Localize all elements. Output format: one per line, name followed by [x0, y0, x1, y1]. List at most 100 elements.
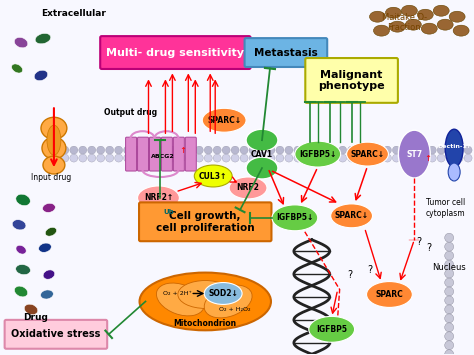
Ellipse shape: [385, 7, 401, 18]
Circle shape: [338, 154, 346, 162]
Circle shape: [356, 146, 365, 154]
Ellipse shape: [47, 125, 61, 155]
Ellipse shape: [448, 163, 460, 181]
Ellipse shape: [38, 243, 51, 252]
Ellipse shape: [42, 137, 66, 159]
Circle shape: [445, 350, 454, 355]
Circle shape: [446, 146, 454, 154]
Circle shape: [294, 154, 302, 162]
FancyBboxPatch shape: [137, 137, 148, 171]
Ellipse shape: [346, 142, 388, 166]
FancyBboxPatch shape: [245, 38, 327, 67]
Circle shape: [168, 146, 176, 154]
Circle shape: [61, 146, 69, 154]
Text: Nucleus: Nucleus: [432, 263, 466, 272]
Circle shape: [231, 154, 239, 162]
Circle shape: [383, 146, 392, 154]
FancyBboxPatch shape: [149, 137, 160, 171]
Text: IGFBP5↓: IGFBP5↓: [276, 213, 313, 222]
Circle shape: [445, 242, 454, 251]
Circle shape: [124, 154, 132, 162]
Circle shape: [464, 154, 472, 162]
Ellipse shape: [43, 270, 55, 279]
Circle shape: [445, 296, 454, 305]
Circle shape: [365, 146, 374, 154]
Circle shape: [445, 341, 454, 350]
Ellipse shape: [43, 156, 65, 174]
FancyBboxPatch shape: [162, 137, 173, 171]
Circle shape: [186, 146, 194, 154]
Circle shape: [177, 146, 185, 154]
Circle shape: [213, 154, 221, 162]
Circle shape: [356, 154, 365, 162]
Ellipse shape: [229, 177, 267, 199]
Circle shape: [133, 146, 140, 154]
Ellipse shape: [194, 165, 232, 187]
Circle shape: [97, 154, 105, 162]
Circle shape: [401, 154, 410, 162]
Text: Extracellular: Extracellular: [41, 9, 106, 18]
Text: SOD2↓: SOD2↓: [208, 289, 238, 298]
Circle shape: [52, 154, 60, 162]
Circle shape: [419, 154, 427, 162]
Circle shape: [249, 146, 257, 154]
Circle shape: [419, 146, 427, 154]
Ellipse shape: [204, 285, 252, 318]
Ellipse shape: [331, 204, 373, 228]
Circle shape: [70, 154, 78, 162]
Ellipse shape: [202, 108, 246, 132]
Circle shape: [276, 146, 284, 154]
Ellipse shape: [405, 19, 421, 30]
Ellipse shape: [156, 283, 204, 316]
Circle shape: [106, 154, 114, 162]
Text: CAV1: CAV1: [251, 149, 273, 159]
Ellipse shape: [433, 5, 449, 16]
Ellipse shape: [417, 9, 433, 20]
Circle shape: [285, 146, 293, 154]
FancyBboxPatch shape: [173, 137, 184, 171]
Ellipse shape: [453, 25, 469, 36]
Circle shape: [294, 146, 302, 154]
Circle shape: [195, 154, 203, 162]
Ellipse shape: [16, 194, 30, 206]
Circle shape: [464, 146, 472, 154]
Ellipse shape: [401, 5, 417, 16]
Circle shape: [437, 154, 445, 162]
Circle shape: [195, 146, 203, 154]
Circle shape: [374, 146, 383, 154]
Circle shape: [445, 269, 454, 278]
Circle shape: [338, 146, 346, 154]
FancyBboxPatch shape: [185, 137, 196, 171]
Circle shape: [410, 154, 419, 162]
Circle shape: [455, 154, 463, 162]
Circle shape: [321, 146, 328, 154]
Circle shape: [445, 233, 454, 242]
Text: Cell growth,
cell proliferation: Cell growth, cell proliferation: [156, 211, 255, 233]
Circle shape: [115, 146, 123, 154]
Circle shape: [88, 146, 96, 154]
Circle shape: [374, 154, 383, 162]
Circle shape: [445, 251, 454, 260]
Circle shape: [455, 146, 463, 154]
Circle shape: [258, 154, 266, 162]
Circle shape: [303, 154, 311, 162]
Ellipse shape: [12, 220, 26, 230]
Text: Oxidative stress: Oxidative stress: [11, 329, 100, 339]
Ellipse shape: [449, 11, 465, 22]
FancyBboxPatch shape: [305, 58, 398, 103]
Ellipse shape: [35, 33, 51, 44]
Ellipse shape: [246, 129, 278, 151]
Text: Input drug: Input drug: [31, 174, 71, 182]
Ellipse shape: [246, 157, 278, 179]
Ellipse shape: [24, 304, 38, 315]
Circle shape: [61, 154, 69, 162]
Text: IGFBP5↓: IGFBP5↓: [299, 149, 337, 159]
Circle shape: [267, 154, 275, 162]
Text: NRF2: NRF2: [237, 184, 259, 192]
Text: Drug: Drug: [24, 313, 48, 322]
Circle shape: [177, 154, 185, 162]
Circle shape: [347, 154, 356, 162]
Ellipse shape: [204, 283, 242, 305]
Circle shape: [88, 154, 96, 162]
Text: CUL3↑: CUL3↑: [199, 171, 228, 180]
